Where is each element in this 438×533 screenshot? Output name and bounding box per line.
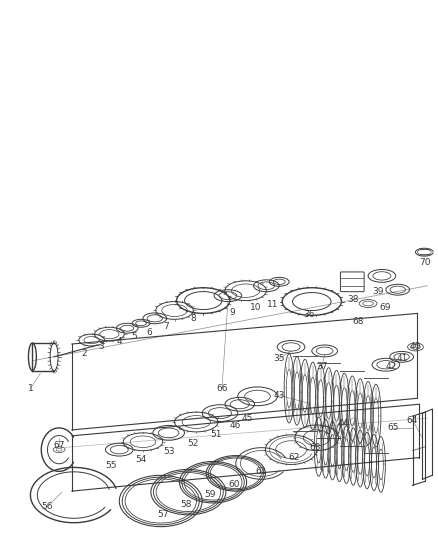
- Text: 69: 69: [379, 303, 391, 312]
- Text: 36: 36: [303, 310, 314, 319]
- Text: 51: 51: [210, 430, 222, 439]
- Text: 1: 1: [28, 384, 33, 393]
- Text: 2: 2: [81, 349, 87, 358]
- Text: 35: 35: [273, 354, 285, 364]
- Text: 62: 62: [288, 453, 300, 462]
- Text: 63: 63: [309, 443, 321, 452]
- Text: 59: 59: [205, 490, 216, 498]
- Text: 46: 46: [229, 422, 240, 431]
- Text: 37: 37: [316, 362, 328, 371]
- Text: 70: 70: [420, 257, 431, 266]
- Text: 65: 65: [387, 423, 399, 432]
- Text: 9: 9: [229, 308, 235, 317]
- Text: 64: 64: [407, 416, 418, 424]
- Text: 5: 5: [131, 332, 137, 341]
- Text: 39: 39: [372, 287, 384, 296]
- Text: 42: 42: [385, 362, 396, 371]
- Text: 3: 3: [99, 343, 104, 351]
- Text: 44: 44: [338, 419, 349, 429]
- Text: 11: 11: [267, 300, 278, 309]
- Text: 56: 56: [42, 503, 53, 511]
- Text: 41: 41: [397, 354, 408, 364]
- Text: 68: 68: [353, 317, 364, 326]
- Text: 10: 10: [250, 303, 261, 312]
- Text: 7: 7: [163, 322, 169, 331]
- Text: 61: 61: [256, 467, 267, 476]
- Text: 55: 55: [106, 461, 117, 470]
- Text: 54: 54: [135, 455, 147, 464]
- Text: 66: 66: [216, 384, 228, 393]
- Text: 52: 52: [187, 439, 199, 448]
- Text: 53: 53: [163, 447, 174, 456]
- Text: 67: 67: [53, 441, 65, 450]
- Text: 8: 8: [191, 314, 196, 323]
- Text: 58: 58: [180, 500, 192, 510]
- Text: 60: 60: [228, 480, 240, 489]
- Text: 4: 4: [117, 336, 122, 345]
- Text: 38: 38: [347, 295, 359, 304]
- Text: 43: 43: [274, 391, 285, 400]
- Text: 57: 57: [157, 510, 169, 519]
- Text: 45: 45: [242, 414, 253, 423]
- Text: 6: 6: [146, 328, 152, 337]
- Text: 40: 40: [410, 343, 421, 351]
